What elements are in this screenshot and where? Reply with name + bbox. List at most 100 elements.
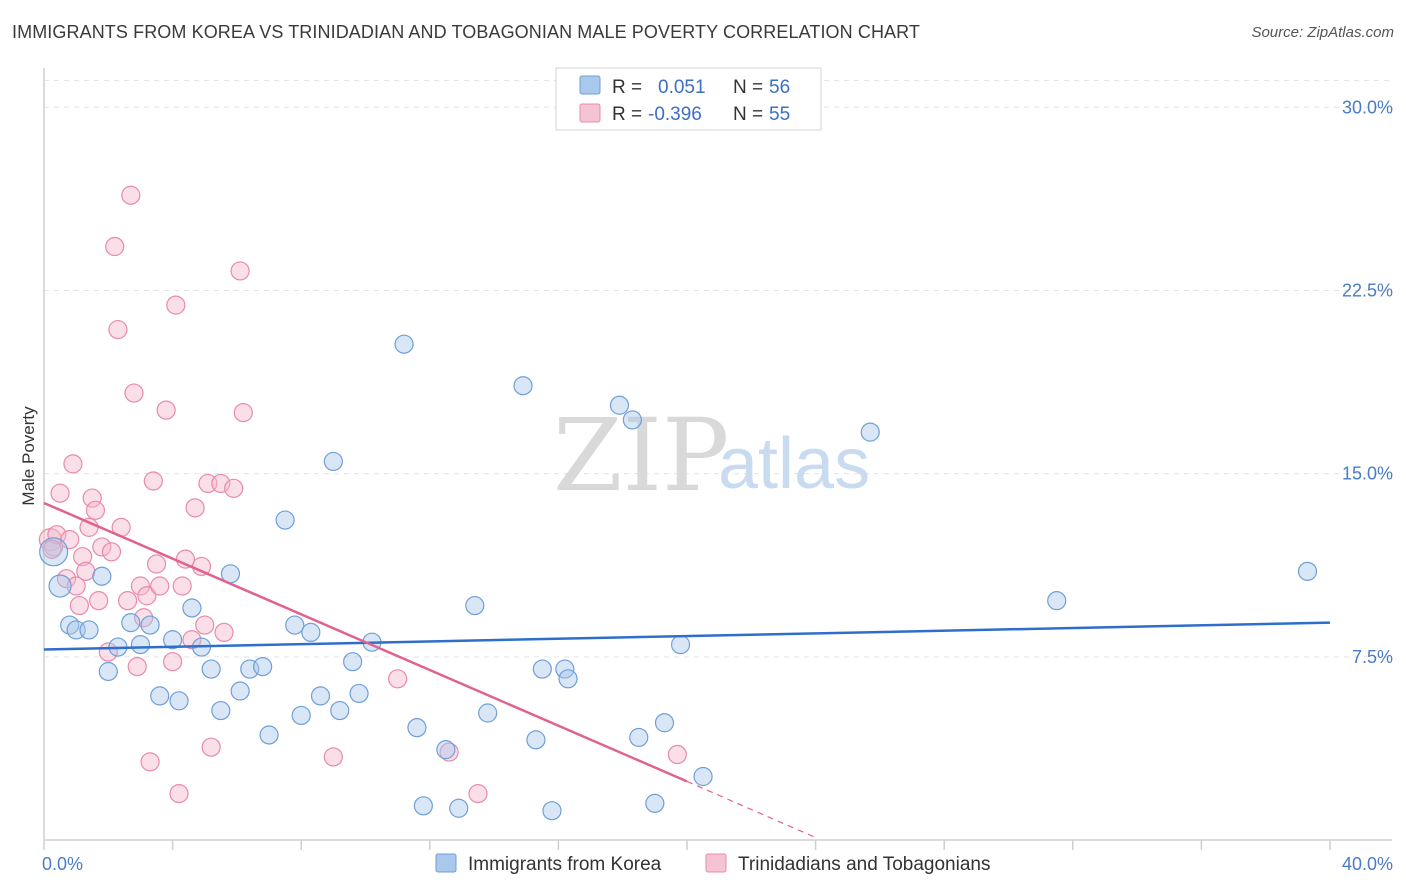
trinidad-point-48: [233, 402, 253, 423]
trinidad-point-52: [468, 783, 488, 804]
y-tick-label-2: 22.5%: [1342, 280, 1393, 300]
korea-point-11: [150, 686, 170, 706]
legend-n-value-1: 56: [769, 77, 790, 98]
trinidad-point-3: [50, 483, 70, 503]
trinidad-trend-line: [43, 501, 688, 783]
trinidad-point-41: [195, 615, 215, 635]
trinidad-point-22: [121, 185, 141, 205]
korea-point-35: [413, 796, 433, 816]
x-tick-label-0: 0.0%: [42, 854, 83, 874]
trinidad-point-14: [89, 591, 109, 611]
trinidad-point-25: [130, 576, 151, 596]
korea-point-29: [330, 700, 350, 721]
trinidad-point-31: [150, 576, 170, 596]
trinidad-point-33: [163, 652, 183, 672]
watermark: ZIP atlas: [553, 397, 870, 514]
korea-point-26: [301, 622, 321, 643]
korea-point-1: [48, 574, 72, 598]
trinidad-point-12: [82, 488, 102, 508]
trinidad-point-53: [667, 744, 687, 765]
x-tick-label-1: 40.0%: [1342, 854, 1393, 874]
korea-point-39: [478, 703, 498, 723]
legend-r-value-1: 0.051: [658, 77, 706, 98]
korea-point-0: [39, 537, 69, 567]
korea-point-43: [542, 801, 562, 821]
korea-point-40: [513, 376, 533, 396]
series-trinidadians-points: [38, 185, 687, 804]
korea-point-25: [291, 705, 311, 726]
trinidad-point-6: [63, 454, 83, 474]
korea-point-36: [436, 740, 456, 760]
korea-point-38: [465, 595, 485, 616]
watermark-atlas: atlas: [718, 424, 870, 504]
legend-n-label-1: N =: [733, 77, 763, 98]
grid-lines: [44, 79, 1392, 658]
axes: [43, 68, 1392, 850]
legend-korea-label: Immigrants from Korea: [468, 854, 662, 875]
trinidad-point-35: [169, 783, 189, 804]
korea-point-49: [645, 793, 665, 813]
korea-trend-line: [43, 621, 1331, 651]
korea-point-8: [121, 613, 141, 633]
trinidad-point-30: [146, 554, 167, 574]
legend-swatch-pink: [579, 103, 601, 123]
korea-point-54: [1047, 591, 1067, 611]
chart-title: IMMIGRANTS FROM KOREA VS TRINIDADIAN AND…: [12, 22, 921, 42]
korea-point-4: [79, 620, 99, 640]
trinidad-point-29: [143, 471, 163, 491]
series-legend: Immigrants from Korea Trinidadians and T…: [435, 853, 990, 875]
korea-point-23: [275, 510, 295, 530]
legend-r-label-1: R =: [612, 77, 642, 98]
stats-legend: R = 0.051 N = 56 R = -0.396 N = 55: [555, 67, 822, 131]
trinidad-point-15: [92, 537, 112, 557]
legend-swatch-korea: [435, 853, 457, 873]
legend-n-label-2: N =: [733, 104, 763, 125]
korea-point-13: [169, 691, 189, 711]
y-tick-label-1: 15.0%: [1342, 464, 1393, 484]
korea-point-47: [622, 410, 642, 430]
y-tick-label-3: 30.0%: [1342, 97, 1393, 117]
korea-point-5: [92, 566, 112, 586]
trinidad-point-36: [172, 576, 192, 596]
korea-point-19: [230, 681, 250, 701]
trinidad-point-26: [134, 608, 154, 628]
trinidad-point-10: [76, 561, 96, 581]
legend-swatch-trinidad: [705, 853, 727, 873]
korea-point-52: [693, 766, 713, 787]
korea-point-28: [323, 451, 343, 472]
korea-point-21: [253, 656, 273, 677]
korea-point-41: [526, 730, 546, 750]
chart-source: Source: ZipAtlas.com: [1251, 24, 1394, 41]
trinidad-point-21: [117, 591, 138, 611]
trinidad-trend-extension: [686, 780, 816, 839]
trinidad-point-50: [388, 669, 408, 689]
trinidad-point-2: [47, 525, 67, 545]
korea-point-17: [211, 700, 231, 721]
trinidad-point-17: [101, 542, 122, 562]
korea-point-53: [860, 422, 880, 442]
trinidad-point-49: [323, 747, 343, 767]
trinidad-point-39: [185, 498, 205, 518]
trinidad-point-28: [140, 752, 160, 772]
legend-r-value-2: -0.396: [648, 104, 702, 125]
trinidad-point-47: [230, 261, 250, 281]
trinidad-point-32: [156, 400, 176, 420]
legend-swatch-blue: [579, 75, 601, 95]
korea-point-10: [140, 615, 160, 635]
y-tick-label-0: 7.5%: [1352, 647, 1393, 667]
korea-point-34: [407, 718, 427, 738]
trinidad-point-44: [211, 473, 231, 494]
tick-labels: 7.5% 15.0% 22.5% 30.0% 0.0% 40.0%: [42, 97, 1393, 874]
trinidad-point-45: [214, 622, 234, 643]
korea-point-33: [394, 334, 414, 354]
y-axis-label: Male Poverty: [19, 406, 38, 506]
korea-point-16: [201, 659, 221, 679]
trinidad-point-46: [224, 478, 244, 498]
trinidad-point-27: [137, 586, 157, 606]
korea-point-24: [285, 615, 305, 635]
legend-n-value-2: 55: [769, 104, 790, 125]
legend-trinidad-label: Trinidadians and Tobagonians: [738, 854, 990, 875]
series-korea-points: [39, 334, 1318, 821]
trinidad-point-38: [182, 630, 202, 650]
